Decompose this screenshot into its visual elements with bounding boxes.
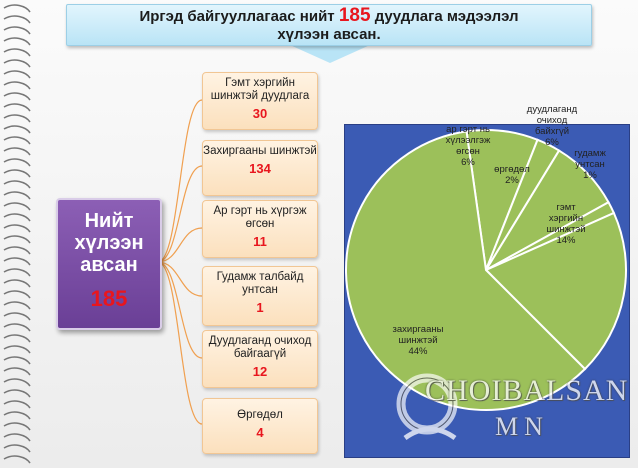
- pie-slice: [345, 130, 587, 411]
- spiral-ring: [3, 334, 31, 343]
- title-after: дуудлага мэдээлэл: [374, 8, 519, 25]
- category-label: Гэмт хэргийн шинжтэй дуудлага: [210, 77, 310, 102]
- spiral-ring: [3, 114, 31, 123]
- spiral-ring: [3, 257, 31, 266]
- pie-slice-label: өргөдөл 2%: [494, 164, 530, 186]
- watermark: CHOIBALSAN MN: [395, 368, 629, 458]
- spiral-ring: [3, 411, 31, 420]
- total-value: 185: [90, 286, 128, 311]
- watermark-line1: CHOIBALSAN: [425, 374, 629, 407]
- spiral-ring: [3, 26, 31, 35]
- spiral-ring: [3, 191, 31, 200]
- category-label: Өргөдөл: [237, 409, 283, 421]
- spiral-ring: [3, 378, 31, 387]
- pie-slice-label: гэмт хэргийн шинжтэй 14%: [546, 202, 585, 246]
- category-box-street: Гудамж талбайд унтсан 1: [202, 266, 318, 326]
- spiral-ring: [3, 433, 31, 442]
- spiral-ring: [3, 136, 31, 145]
- category-label: Дуудлаганд очиход байгаагүй: [208, 335, 312, 360]
- spiral-ring: [3, 103, 31, 112]
- category-value: 11: [253, 234, 267, 249]
- spiral-ring: [3, 455, 31, 464]
- category-label: Захиргааны шинжтэй: [203, 145, 317, 157]
- title-number: 185: [338, 5, 371, 26]
- spiral-ring: [3, 367, 31, 376]
- category-label: Ар гэрт нь хүргэж өгсөн: [213, 205, 307, 230]
- spiral-ring: [3, 15, 31, 24]
- spiral-ring: [3, 444, 31, 453]
- spiral-ring: [3, 312, 31, 321]
- spiral-ring: [3, 279, 31, 288]
- category-value: 12: [252, 364, 268, 379]
- spiral-ring: [3, 246, 31, 255]
- category-value: 134: [249, 161, 271, 176]
- spiral-ring: [3, 268, 31, 277]
- spiral-ring: [3, 37, 31, 46]
- total-box: Нийт хүлээн авсан 185: [56, 198, 162, 330]
- spiral-ring: [3, 235, 31, 244]
- category-value: 30: [252, 106, 268, 121]
- spiral-ring: [3, 389, 31, 398]
- spiral-ring: [3, 323, 31, 332]
- spiral-ring: [3, 81, 31, 90]
- pie-slice-label: захиргааны шинжтэй 44%: [393, 324, 444, 357]
- spiral-ring: [3, 290, 31, 299]
- header-title: Иргэд байгууллагаас нийт 185 дуудлага мэ…: [67, 5, 591, 44]
- header-banner: Иргэд байгууллагаас нийт 185 дуудлага мэ…: [66, 4, 592, 46]
- spiral-ring: [3, 48, 31, 57]
- category-box-petition: Өргөдөл 4: [202, 398, 318, 454]
- category-value: 4: [256, 425, 264, 440]
- pie-slice: [484, 211, 627, 371]
- spiral-ring: [3, 422, 31, 431]
- watermark-logo-icon: [396, 373, 458, 441]
- spiral-ring: [3, 59, 31, 68]
- banner-arrow: [290, 45, 370, 63]
- spiral-ring: [3, 213, 31, 222]
- pie-slice-label: дуудлаганд очиход байхгүй 6%: [527, 104, 578, 148]
- spiral-ring: [3, 224, 31, 233]
- category-value: 1: [256, 300, 264, 315]
- spiral-ring: [3, 70, 31, 79]
- pie-slice-label: ар гэрт нь хүлээлгэж өгсөн 6%: [446, 124, 491, 168]
- total-label: Нийт хүлээн авсан: [74, 210, 144, 276]
- watermark-line2: MN: [495, 412, 549, 441]
- spiral-ring: [3, 147, 31, 156]
- category-box-absent: Дуудлаганд очиход байгаагүй 12: [202, 330, 318, 388]
- pie-slice-label: гудамж унтсан 1%: [574, 148, 606, 181]
- category-box-crime: Гэмт хэргийн шинжтэй дуудлага 30: [202, 72, 318, 130]
- category-box-admin: Захиргааны шинжтэй 134: [202, 140, 318, 196]
- spiral-ring: [3, 202, 31, 211]
- spiral-ring: [3, 158, 31, 167]
- spiral-ring: [3, 301, 31, 310]
- notebook-spiral: [3, 4, 31, 464]
- category-label: Гудамж талбайд унтсан: [216, 271, 304, 296]
- spiral-ring: [3, 180, 31, 189]
- title-before: Иргэд байгууллагаас нийт: [139, 8, 335, 25]
- spiral-ring: [3, 4, 31, 13]
- spiral-ring: [3, 92, 31, 101]
- title-line2: хүлээн авсан.: [277, 26, 381, 43]
- spiral-ring: [3, 345, 31, 354]
- spiral-ring: [3, 400, 31, 409]
- spiral-ring: [3, 356, 31, 365]
- spiral-ring: [3, 169, 31, 178]
- category-box-home: Ар гэрт нь хүргэж өгсөн 11: [202, 200, 318, 258]
- spiral-ring: [3, 125, 31, 134]
